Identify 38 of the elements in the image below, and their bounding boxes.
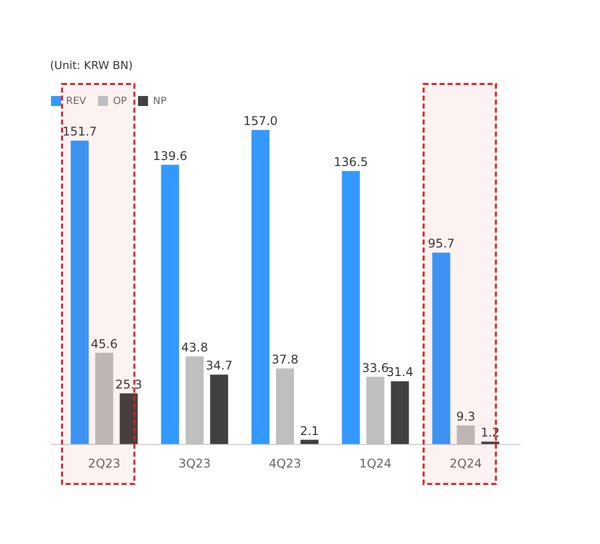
data-label: 151.7 [62, 124, 97, 139]
data-label: 157.0 [243, 114, 278, 128]
bar [210, 374, 228, 444]
bar [70, 140, 89, 444]
data-label: 33.6 [362, 360, 389, 375]
legend-label: OP [113, 96, 127, 107]
bar [120, 393, 138, 444]
bar [390, 381, 409, 444]
data-label: 1.2 [480, 426, 500, 440]
bar [342, 171, 360, 444]
bar [366, 376, 384, 444]
data-label: 31.4 [386, 365, 414, 380]
data-label: 25.3 [115, 377, 142, 392]
x-tick-label: 2Q23 [88, 456, 120, 470]
bar [95, 352, 114, 444]
data-label: 139.6 [152, 148, 188, 163]
data-label: 136.5 [334, 155, 368, 169]
x-tick-label: 1Q24 [359, 456, 392, 470]
legend-label: NP [153, 96, 167, 107]
legend-label: REV [66, 96, 86, 107]
text: (Unit: KRW BN) [50, 59, 133, 72]
data-label: 37.8 [272, 352, 298, 366]
bar [186, 356, 204, 444]
data-label: 45.6 [90, 336, 118, 351]
bar [161, 164, 180, 444]
bar [276, 368, 294, 444]
x-tick-label: 4Q23 [268, 456, 302, 470]
x-tick-label: 3Q23 [178, 456, 211, 470]
x-tick-label: 2Q24 [450, 456, 482, 470]
data-label: 34.7 [206, 358, 232, 373]
bar [456, 425, 475, 444]
bar [300, 440, 319, 444]
data-label: 9.3 [456, 409, 476, 424]
bar [432, 252, 450, 444]
data-label: 2.1 [300, 424, 320, 438]
data-label: 43.8 [181, 340, 208, 354]
bar [251, 130, 270, 444]
data-label: 95.7 [428, 236, 455, 251]
